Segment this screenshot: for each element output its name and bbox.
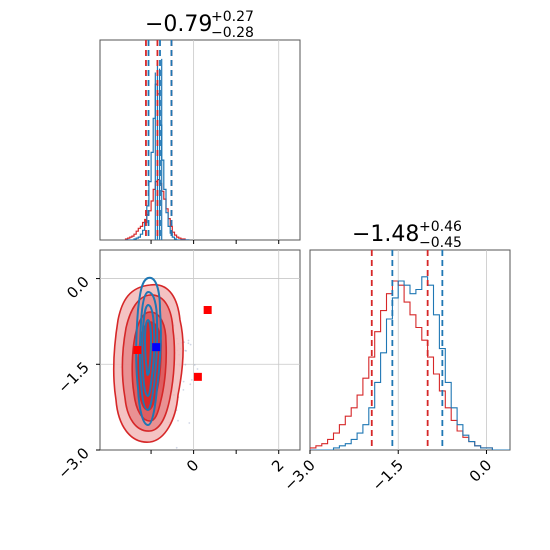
right-hist-panel: −3.0 −1.5 0.0 −1.48 +0.46 −0.45 [280, 219, 511, 495]
sample-dot [185, 350, 188, 352]
sample-dot [184, 349, 187, 352]
sample-dot [189, 383, 192, 386]
scatter-y-tick-label-0: 0.0 [63, 273, 93, 303]
right-x-tick-label-2: 0.0 [466, 456, 496, 486]
right-hist-ticks: −3.0 −1.5 0.0 [280, 450, 495, 495]
scatter-x-tick-label-0: 0 [183, 456, 202, 475]
right-x-tick-label-1: −1.5 [369, 456, 407, 494]
scatter-y-tick-label-2: −3.0 [54, 444, 92, 482]
right-hist-title-sup: +0.46 [419, 219, 462, 235]
top-hist-grid [193, 40, 280, 240]
top-hist-title-sup: +0.27 [211, 9, 254, 25]
sample-dot [175, 446, 178, 449]
top-hist-quantiles [145, 40, 173, 240]
blue-contour-2 [138, 290, 159, 412]
right-hist-title-value: −1.48 [352, 222, 419, 247]
scatter-x-tick-label-1: 2 [268, 456, 287, 475]
sample-dot [188, 422, 191, 424]
sample-dot [193, 364, 196, 366]
right-hist-series [310, 276, 510, 450]
scatter-markers [133, 306, 212, 381]
blue-contour-outer [135, 276, 162, 427]
top-hist-frame [99, 39, 301, 241]
sample-dot [187, 339, 190, 342]
top-hist-title-value: −0.79 [145, 12, 212, 37]
top-hist-ticks [150, 240, 280, 244]
sample-dot [182, 380, 185, 383]
top-hist-title-sub: −0.28 [211, 25, 254, 41]
blue-contour-3 [141, 303, 156, 398]
sample-dot [177, 419, 179, 422]
sample-dot [189, 343, 192, 346]
top-hist-title: −0.79 [145, 12, 212, 37]
right-hist-blue-series [310, 276, 510, 450]
red-marker-1 [203, 306, 212, 314]
right-hist-frame [309, 249, 511, 451]
right-hist-title-sub: −0.45 [419, 235, 462, 251]
blue-marker [152, 343, 161, 352]
top-hist-blue-series [125, 83, 190, 240]
blue-contours [135, 276, 162, 427]
red-contours [113, 284, 184, 443]
sample-dot [190, 379, 193, 381]
sample-dot [182, 389, 185, 391]
scatter-panel: 0.0 −1.5 −3.0 0 2 [54, 249, 301, 483]
red-marker-2 [193, 372, 202, 381]
right-hist-title: −1.48 [352, 222, 419, 247]
sample-dot [187, 342, 190, 345]
scatter-y-tick-label-1: −1.5 [54, 358, 92, 396]
right-hist-quantiles [370, 250, 444, 450]
right-x-tick-label-0: −3.0 [280, 456, 318, 494]
sample-dot [184, 363, 187, 366]
top-hist-panel: −0.79 +0.27 −0.28 [99, 9, 301, 244]
blue-contour-inner [143, 318, 153, 376]
red-marker-0 [133, 346, 142, 354]
sample-dot [196, 368, 199, 370]
